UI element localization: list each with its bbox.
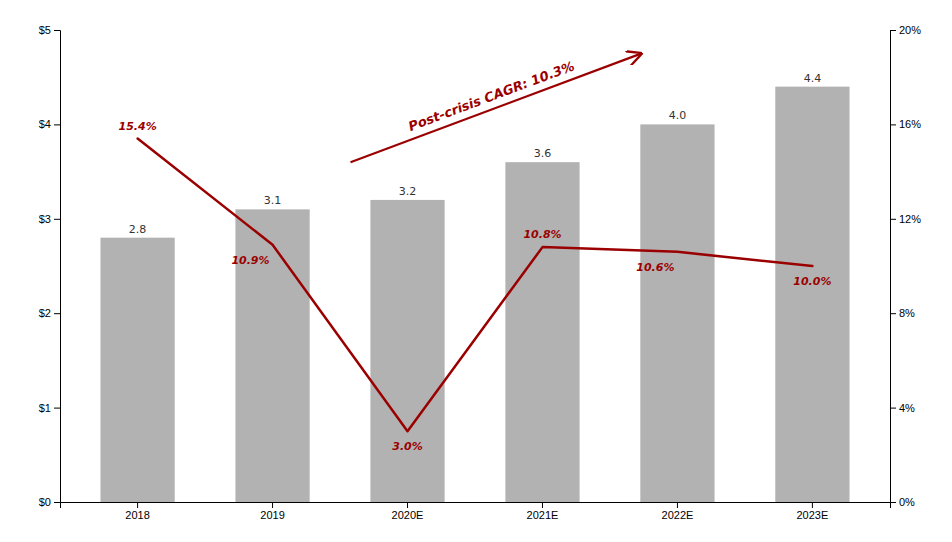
data-label: 3.0%	[392, 440, 423, 453]
tick: $2	[39, 307, 60, 319]
tick-mark	[890, 219, 896, 220]
tick: $5	[39, 24, 60, 36]
tick-label: 2018	[125, 509, 149, 521]
bar	[100, 238, 174, 502]
y-axis: $0 $1 $2 $3 $4 $5	[39, 24, 61, 508]
tick-mark	[890, 408, 896, 409]
tick: 12%	[890, 213, 921, 225]
tick-label: 12%	[899, 213, 921, 225]
tick-mark	[890, 30, 896, 31]
tick-mark	[890, 502, 896, 503]
tick-mark	[542, 502, 543, 508]
tick-label: $4	[39, 118, 51, 130]
data-labels: 2.8 3.1 3.2 3.6 4.0 4.4 15.4% 10.9% 3.0% 10.8% 10.…	[119, 72, 832, 454]
tick-mark	[812, 502, 813, 508]
tick: 20%	[890, 24, 921, 36]
data-label: 10.8%	[523, 228, 561, 241]
annotation-arrow	[351, 54, 642, 163]
tick-label: 8%	[899, 307, 915, 319]
tick-label: 2020E	[392, 509, 424, 521]
annotation-text: Post-crisis CAGR: 10.3%	[406, 58, 576, 134]
tick-mark	[54, 502, 60, 503]
tick-label: $5	[39, 24, 51, 36]
tick: 2019	[260, 502, 284, 521]
data-label: 3.1	[264, 194, 282, 207]
tick-mark	[890, 124, 896, 125]
tick: $3	[39, 213, 60, 225]
annotation: Post-crisis CAGR: 10.3%	[351, 54, 642, 163]
tick: 16%	[890, 118, 921, 130]
tick-mark	[54, 313, 60, 314]
tick-mark	[890, 313, 896, 314]
tick: 2022E	[662, 502, 694, 521]
bar	[775, 87, 849, 502]
tick: $4	[39, 118, 60, 130]
data-label: 10.9%	[231, 254, 269, 267]
data-label: 10.6%	[636, 261, 674, 274]
tick: 0%	[890, 496, 915, 508]
axis-line	[61, 503, 891, 509]
bar	[370, 200, 444, 502]
tick: 8%	[890, 307, 915, 319]
tick: 2023E	[796, 502, 828, 521]
tick-mark	[54, 30, 60, 31]
tick-label: $0	[39, 496, 51, 508]
tick-label: $1	[39, 402, 51, 414]
data-label: 3.2	[399, 185, 417, 198]
tick: 2021E	[527, 502, 559, 521]
tick-label: 2019	[260, 509, 284, 521]
tick-mark	[677, 502, 678, 508]
chart: 2018 2019 2020E 2021E 2022E 2023E $0 $1 $2 $3 $4 $5…	[0, 0, 952, 542]
tick-label: 2021E	[527, 509, 559, 521]
tick: 4%	[890, 402, 915, 414]
data-label: 4.4	[804, 72, 822, 85]
tick: $0	[39, 496, 60, 508]
data-label: 10.0%	[793, 275, 831, 288]
tick-label: $3	[39, 213, 51, 225]
tick-mark	[54, 408, 60, 409]
tick-mark	[137, 502, 138, 508]
tick-mark	[407, 502, 408, 508]
marks	[100, 87, 849, 502]
tick: 2020E	[392, 502, 424, 521]
tick-mark	[54, 219, 60, 220]
tick-label: 16%	[899, 118, 921, 130]
tick-label: 2022E	[662, 509, 694, 521]
axis-line	[891, 31, 897, 503]
tick-label: 4%	[899, 402, 915, 414]
tick-label: 2023E	[796, 509, 828, 521]
tick-label: 20%	[899, 24, 921, 36]
tick: 2018	[125, 502, 149, 521]
line	[138, 139, 813, 432]
bar	[505, 162, 579, 502]
tick-mark	[54, 124, 60, 125]
tick-label: $2	[39, 307, 51, 319]
x-axis: 2018 2019 2020E 2021E 2022E 2023E	[61, 502, 891, 521]
y2-axis: 0% 4% 8% 12% 16% 20%	[890, 24, 921, 508]
data-label: 15.4%	[119, 120, 157, 133]
tick-label: 0%	[899, 496, 915, 508]
chart-container: 2018 2019 2020E 2021E 2022E 2023E $0 $1 $2 $3 $4 $5…	[0, 0, 952, 542]
bar	[640, 124, 714, 502]
tick: $1	[39, 402, 60, 414]
data-label: 4.0	[669, 109, 687, 122]
axis-line	[54, 31, 61, 503]
data-label: 3.6	[534, 147, 552, 160]
data-label: 2.8	[129, 223, 147, 236]
tick-mark	[272, 502, 273, 508]
